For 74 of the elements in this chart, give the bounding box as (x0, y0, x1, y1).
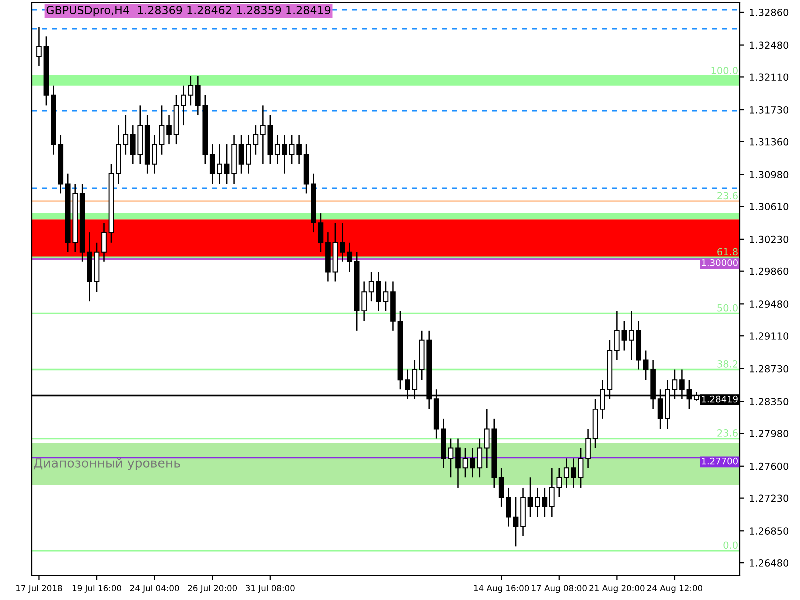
candlestick (456, 438, 461, 489)
candlestick (152, 134, 158, 174)
candlestick (238, 134, 244, 174)
candlestick (586, 428, 591, 469)
candlestick (123, 114, 129, 156)
candlestick (36, 26, 42, 67)
y-tick-label: 1.27600 (750, 462, 789, 470)
chart-title: GBPUSDpro,H4 1.28369 1.28462 1.28359 1.28419 (46, 6, 331, 17)
y-tick-label: 1.32860 (750, 8, 789, 16)
y-tick-label: 1.32480 (750, 42, 789, 50)
candlestick (477, 438, 483, 478)
candlestick (383, 281, 389, 312)
y-tick-label: 1.30230 (750, 236, 789, 244)
y-tick-label: 1.27980 (750, 430, 789, 438)
candlestick (470, 448, 476, 478)
candlestick (448, 438, 454, 478)
y-tick-label: 1.26850 (750, 528, 789, 535)
candlestick (253, 124, 259, 156)
candlestick (368, 272, 374, 302)
candlestick (181, 85, 186, 126)
y-tick-label: 1.27230 (750, 494, 789, 502)
y-tick-label: 1.28350 (750, 398, 789, 406)
candlestick (643, 350, 649, 381)
annotation: 38.2 (718, 360, 738, 368)
candlestick (614, 310, 620, 361)
y-tick-label: 1.28730 (750, 365, 789, 373)
candlestick (224, 144, 230, 185)
candlestick (246, 134, 252, 174)
annotation: 0.0 (724, 542, 738, 550)
annotation: 23.6 (718, 192, 738, 200)
candlestick (296, 134, 302, 165)
y-tick-label: 1.30980 (750, 171, 789, 179)
x-tick-label: 21 Aug 20:00 (590, 585, 645, 594)
ref-line-label: 1.28419 (702, 396, 738, 403)
x-tick-label: 24 Jul 04:00 (130, 585, 180, 594)
candlestick (376, 272, 382, 312)
candlestick (513, 496, 519, 548)
candlestick (506, 487, 512, 528)
band-label: Диапозонный уровень (34, 458, 180, 470)
x-tick-label: 17 Jul 2018 (16, 585, 62, 594)
x-tick-label: 24 Aug 12:00 (647, 585, 703, 594)
candlestick (166, 114, 172, 146)
y-tick-label: 1.29480 (750, 300, 789, 308)
candlestick (528, 477, 534, 518)
annotation: 61.8 (718, 248, 738, 256)
ref-line-label: 1.30000 (702, 259, 738, 266)
y-tick-label: 1.29860 (750, 268, 789, 276)
x-tick-label: 19 Jul 16:00 (72, 585, 122, 594)
y-tick-label: 1.26480 (750, 560, 789, 567)
candlestick (260, 105, 266, 165)
annotation: 23.6 (718, 430, 738, 437)
x-tick-label: 17 Aug 08:00 (532, 585, 587, 594)
candlestick (462, 448, 468, 478)
x-tick-label: 26 Jul 20:00 (188, 585, 238, 594)
candlestick (622, 320, 628, 352)
candlestick (159, 105, 165, 156)
y-tick-label: 1.29110 (750, 332, 789, 340)
annotation: 50.0 (718, 304, 738, 312)
x-tick-label: 31 Jul 08:00 (246, 585, 295, 594)
x-tick-label: 14 Aug 16:00 (474, 585, 530, 594)
annotation: 100.0 (712, 67, 738, 74)
y-tick-label: 1.32110 (750, 74, 789, 82)
ref-line-label: 1.27700 (702, 458, 738, 465)
candlestick (542, 487, 548, 518)
y-tick-label: 1.31360 (750, 138, 789, 146)
y-tick-label: 1.31730 (750, 106, 789, 114)
candlestick (102, 222, 107, 263)
candlestick (289, 134, 295, 165)
candlestick (318, 212, 324, 254)
candlestick (535, 487, 540, 518)
candlestick (498, 468, 504, 508)
y-tick-label: 1.30610 (750, 203, 789, 210)
candlestick (188, 76, 194, 106)
candlestick (578, 448, 584, 489)
